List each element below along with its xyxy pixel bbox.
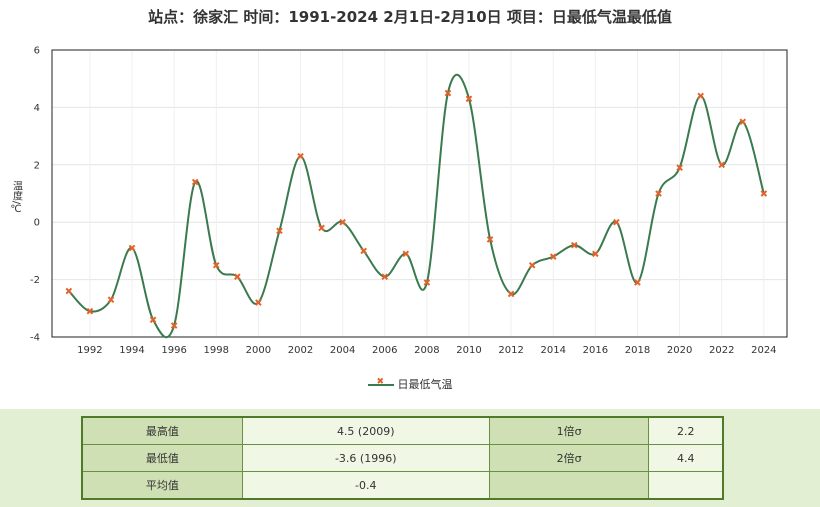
series-line bbox=[68, 73, 765, 339]
data-point[interactable] bbox=[128, 244, 136, 252]
stats-panel: 最高值 4.5 (2009) 1倍σ 2.2 最低值 -3.6 (1996) 2倍σ 4.4 平… bbox=[0, 409, 820, 507]
data-point[interactable] bbox=[655, 190, 662, 197]
data-point[interactable] bbox=[760, 190, 768, 197]
x-tick-label: 1998 bbox=[204, 345, 229, 356]
data-point[interactable] bbox=[191, 178, 199, 186]
data-point[interactable] bbox=[570, 241, 578, 249]
data-point[interactable] bbox=[86, 307, 94, 315]
x-tick-label: 2022 bbox=[709, 345, 734, 356]
x-tick-label: 2004 bbox=[330, 345, 355, 356]
x-tick-label: 2006 bbox=[372, 345, 397, 356]
chart-title: 站点：徐家汇 时间：1991-2024 2月1日-2月10日 项目：日最低气温最… bbox=[148, 8, 672, 26]
data-point[interactable] bbox=[212, 261, 220, 269]
data-point[interactable] bbox=[255, 299, 262, 306]
stats-sigma-label: 2倍σ bbox=[488, 444, 650, 472]
y-tick-label: -4 bbox=[30, 333, 40, 344]
legend[interactable]: 日最低气温 bbox=[0, 376, 820, 392]
data-point[interactable] bbox=[339, 218, 346, 226]
data-point[interactable] bbox=[65, 287, 73, 295]
stats-sigma-value bbox=[648, 471, 724, 500]
data-point[interactable] bbox=[360, 247, 367, 255]
data-point[interactable] bbox=[676, 164, 683, 171]
stats-value: -0.4 bbox=[241, 471, 490, 500]
stats-value: 4.5 (2009) bbox=[241, 416, 490, 445]
x-tick-label: 2012 bbox=[498, 345, 523, 356]
grid bbox=[52, 49, 787, 338]
stats-sigma-label bbox=[488, 471, 650, 500]
data-point[interactable] bbox=[107, 296, 115, 303]
data-point[interactable] bbox=[465, 95, 473, 103]
y-tick-label: 0 bbox=[34, 218, 40, 229]
x-tick-label: 2014 bbox=[541, 345, 566, 356]
data-point[interactable] bbox=[549, 253, 557, 260]
y-axis-ticks: 6 4 2 0 -2 -4 bbox=[30, 46, 40, 344]
stats-value: -3.6 (1996) bbox=[241, 444, 490, 472]
data-point[interactable] bbox=[486, 236, 494, 243]
data-point[interactable] bbox=[718, 161, 726, 169]
x-tick-label: 1994 bbox=[119, 345, 144, 356]
legend-marker-icon bbox=[367, 377, 394, 390]
stats-row: 最高值 4.5 (2009) 1倍σ 2.2 bbox=[81, 416, 724, 445]
data-point[interactable] bbox=[381, 273, 389, 281]
data-point[interactable] bbox=[423, 279, 431, 286]
stats-sigma-value: 4.4 bbox=[648, 444, 724, 472]
legend-label: 日最低气温 bbox=[397, 378, 453, 391]
data-point[interactable] bbox=[634, 279, 641, 286]
x-tick-label: 2010 bbox=[456, 345, 481, 356]
x-tick-label: 2020 bbox=[667, 345, 692, 356]
data-point[interactable] bbox=[276, 227, 283, 235]
stats-row: 最低值 -3.6 (1996) 2倍σ 4.4 bbox=[81, 444, 724, 472]
x-tick-label: 2000 bbox=[246, 345, 271, 356]
stats-label: 平均值 bbox=[81, 471, 243, 500]
data-point[interactable] bbox=[444, 89, 452, 97]
x-tick-label: 1996 bbox=[161, 345, 186, 356]
plot-border bbox=[51, 49, 788, 338]
x-tick-label: 2008 bbox=[414, 345, 439, 356]
x-tick-label: 2016 bbox=[583, 345, 608, 356]
x-tick-label: 2024 bbox=[751, 345, 776, 356]
data-point[interactable] bbox=[739, 118, 747, 126]
data-point[interactable] bbox=[318, 224, 325, 232]
data-point[interactable] bbox=[297, 152, 304, 160]
data-point[interactable] bbox=[613, 218, 620, 226]
data-point[interactable] bbox=[234, 273, 241, 281]
stats-row: 平均值 -0.4 bbox=[81, 471, 724, 500]
y-tick-label: 6 bbox=[34, 46, 40, 57]
data-markers bbox=[65, 89, 768, 329]
data-point[interactable] bbox=[528, 261, 536, 269]
stats-sigma-value: 2.2 bbox=[648, 416, 724, 445]
x-tick-label: 2018 bbox=[625, 345, 650, 356]
stats-label: 最高值 bbox=[81, 416, 243, 445]
data-point[interactable] bbox=[507, 290, 515, 298]
stats-sigma-label: 1倍σ bbox=[488, 416, 650, 445]
y-axis-label: 温度/℃ bbox=[10, 181, 22, 216]
data-point[interactable] bbox=[592, 250, 599, 258]
line-chart: 6 4 2 0 -2 -4 1992 1994 1996 1998 2000 2002 2004 200… bbox=[10, 46, 788, 356]
data-point[interactable] bbox=[402, 250, 410, 258]
y-tick-label: 2 bbox=[34, 160, 40, 171]
y-tick-label: -2 bbox=[30, 275, 40, 286]
data-point[interactable] bbox=[697, 92, 704, 100]
x-axis-ticks: 1992 1994 1996 1998 2000 2002 2004 2006 2008 2010… bbox=[77, 345, 776, 356]
stats-label: 最低值 bbox=[81, 444, 243, 472]
x-tick-label: 2002 bbox=[288, 345, 313, 356]
x-tick-label: 1992 bbox=[77, 345, 102, 356]
y-tick-label: 4 bbox=[34, 103, 40, 114]
data-point[interactable] bbox=[170, 322, 178, 329]
stats-table: 最高值 4.5 (2009) 1倍σ 2.2 最低值 -3.6 (1996) 2倍σ 4.4 平… bbox=[81, 416, 724, 500]
data-point[interactable] bbox=[149, 316, 157, 324]
